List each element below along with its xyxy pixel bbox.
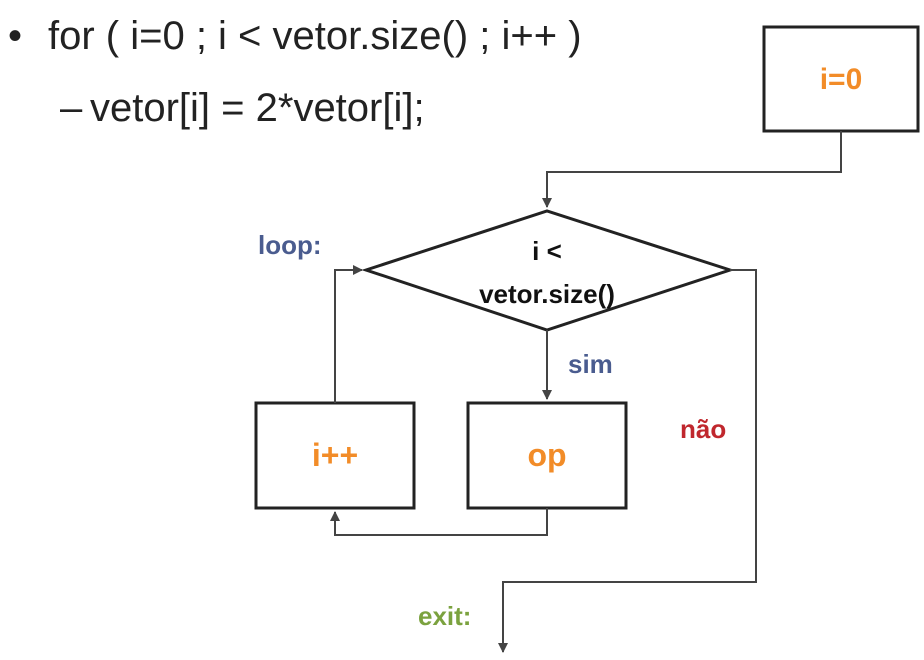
condition-to-exit-arrow [498,269,757,653]
body-statement-line: – vetor[i] = 2*vetor[i]; [60,80,425,136]
loop-label: loop: [258,230,322,260]
bullet-icon: • [8,14,23,58]
for-statement-text: for ( i=0 ; i < vetor.size() ; i++ ) [48,14,582,58]
condition-label-line2: vetor.size() [479,279,615,309]
init-box-label: i=0 [820,63,863,96]
increment-to-condition-arrow [334,265,363,403]
condition-label-line1: i < [532,236,562,266]
op-box-label: op [527,437,566,473]
exit-label: exit: [418,601,471,631]
op-to-increment-arrow [330,508,548,536]
condition-diamond [361,209,735,332]
yes-label: sim [568,349,613,379]
no-label: não [680,414,726,444]
init-to-condition-arrow [542,131,842,208]
for-statement-line: • for ( i=0 ; i < vetor.size() ; i++ ) [8,8,582,64]
op-box [466,401,628,510]
increment-box-label: i++ [312,437,358,473]
dash-icon: – [60,86,83,130]
body-statement-text: vetor[i] = 2*vetor[i]; [90,86,425,130]
